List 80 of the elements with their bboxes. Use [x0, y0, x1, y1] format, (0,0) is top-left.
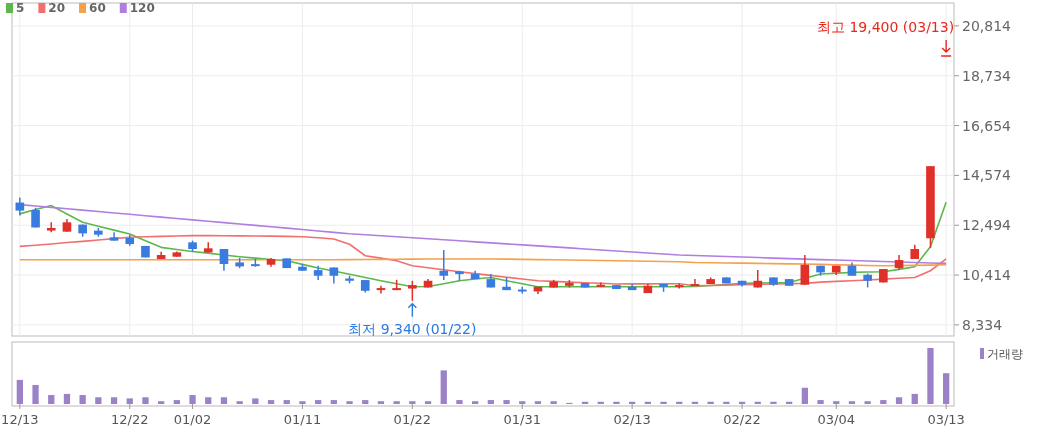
bar	[126, 398, 133, 404]
y-tick-label: 14,574	[962, 167, 1012, 184]
bar	[424, 401, 432, 404]
x-tick-label: 01/22	[393, 412, 432, 427]
bar	[880, 400, 887, 404]
y-tick-label: 12,494	[962, 217, 1012, 234]
y-tick-label: 20,814	[962, 17, 1012, 34]
bar	[110, 397, 118, 404]
bar	[833, 401, 840, 404]
bar	[299, 401, 306, 404]
x-tick-label: 12/22	[111, 412, 149, 427]
x-tick-label: 01/02	[173, 412, 212, 427]
bar	[911, 393, 918, 404]
y-tick-label: 10,414	[962, 267, 1012, 284]
x-tick-label: 03/13	[927, 412, 965, 427]
bar	[283, 400, 290, 404]
bar	[660, 401, 667, 404]
bar	[550, 401, 557, 404]
bar	[519, 401, 526, 404]
bar	[456, 400, 463, 404]
legend-label: 60	[89, 1, 106, 15]
bar	[943, 373, 950, 404]
bar	[236, 401, 243, 404]
candlestick	[439, 249, 449, 281]
bar	[377, 401, 385, 404]
x-tick-label: 01/31	[503, 412, 541, 427]
line-series	[19, 201, 947, 288]
bar	[32, 384, 39, 404]
bar	[315, 400, 322, 404]
y-tick-label: 16,654	[962, 117, 1012, 134]
legend-label: 거래량	[987, 347, 1023, 361]
candlestick	[219, 248, 229, 272]
bar	[158, 401, 165, 404]
annotation: 최저 9,340 (01/22)	[348, 320, 477, 337]
candlestick	[408, 280, 417, 302]
bar	[79, 395, 86, 404]
bar	[16, 379, 23, 404]
bar	[63, 393, 71, 404]
bar	[362, 400, 369, 404]
bar	[487, 400, 494, 404]
bar	[189, 395, 196, 404]
bar	[205, 397, 212, 404]
x-tick-label: 03/04	[817, 412, 855, 427]
candlestick	[690, 278, 700, 287]
x-tick-label: 12/13	[1, 412, 39, 427]
legend-label: 5	[16, 1, 25, 15]
bar	[503, 400, 510, 404]
bar	[393, 401, 400, 404]
bar	[895, 397, 903, 404]
bar	[142, 397, 149, 404]
bar	[330, 400, 337, 404]
line-series	[19, 234, 947, 287]
bar	[173, 400, 180, 404]
annotation: 최고 19,400 (03/13)	[816, 19, 955, 35]
bar	[864, 401, 871, 404]
bar	[409, 401, 416, 404]
bar	[927, 348, 934, 404]
bar	[48, 395, 55, 404]
candlestick	[596, 281, 606, 288]
bar	[770, 401, 777, 404]
x-tick-label: 02/13	[613, 412, 651, 427]
bar	[252, 398, 259, 404]
bar	[534, 401, 542, 404]
legend-label: 120	[129, 1, 155, 15]
y-tick-label: 8,334	[962, 316, 1003, 333]
x-tick-label: 02/22	[723, 412, 761, 427]
legend-label: 20	[48, 1, 66, 15]
bar	[613, 401, 620, 404]
bar	[817, 400, 824, 404]
bar	[801, 387, 808, 404]
bar	[95, 397, 102, 404]
x-tick-label: 01/11	[283, 412, 322, 427]
bar	[440, 370, 447, 404]
bar	[267, 400, 275, 404]
bar	[848, 401, 856, 404]
bar	[220, 397, 228, 404]
candlestick	[800, 254, 810, 286]
bar	[472, 401, 479, 404]
y-tick-label: 18,734	[962, 67, 1012, 84]
bar	[346, 401, 353, 404]
